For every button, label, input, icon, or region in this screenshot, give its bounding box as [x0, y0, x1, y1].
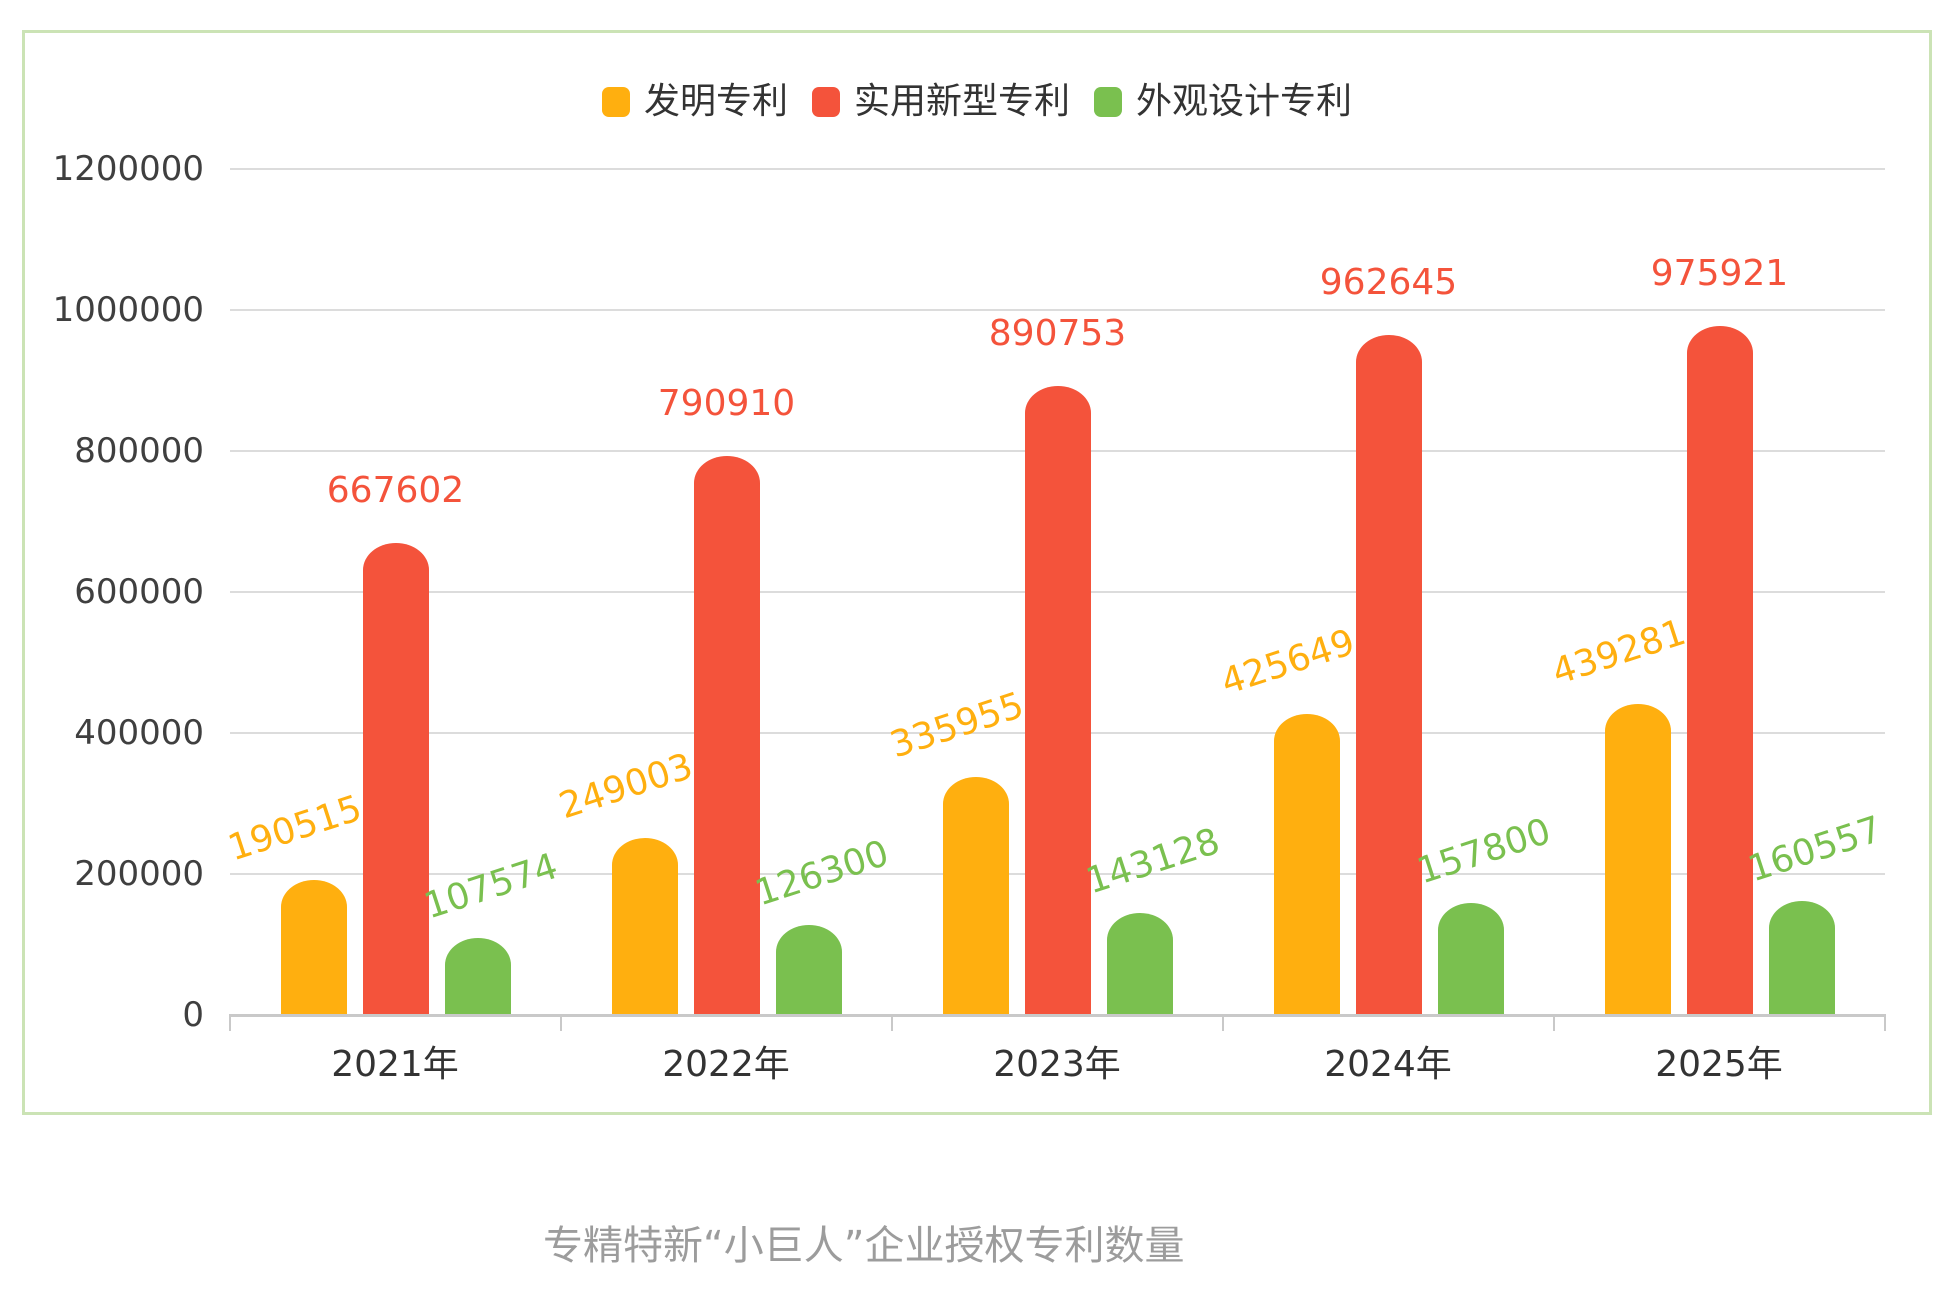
x-axis-label-2024年: 2024年 — [1324, 1044, 1452, 1085]
legend-item-series-2[interactable]: 外观设计专利 — [1094, 80, 1352, 124]
legend-swatch-icon — [1094, 87, 1122, 117]
x-axis-tick — [229, 1014, 231, 1031]
bar-2025年-series-2[interactable] — [1768, 900, 1835, 1014]
bar-2022年-series-1[interactable] — [693, 456, 760, 1014]
bar-2025年-series-0[interactable] — [1604, 704, 1671, 1014]
bar-value-label: 667602 — [326, 470, 465, 512]
bar-2025年-series-1[interactable] — [1686, 325, 1753, 1014]
bar-2022年-series-0[interactable] — [611, 838, 678, 1014]
x-axis-tick — [891, 1014, 893, 1031]
bar-value-label: 790910 — [657, 383, 796, 425]
gridline-1000000 — [230, 309, 1885, 311]
gridline-1200000 — [230, 168, 1885, 170]
bar-2023年-series-1[interactable] — [1024, 386, 1091, 1014]
bar-2024年-series-2[interactable] — [1437, 902, 1504, 1014]
bar-value-label: 962645 — [1319, 262, 1458, 304]
y-axis-label-400000: 400000 — [74, 713, 204, 753]
bar-value-label: 890753 — [988, 313, 1127, 355]
legend-label: 实用新型专利 — [853, 81, 1070, 122]
bar-2021年-series-2[interactable] — [444, 938, 511, 1014]
legend: 发明专利 实用新型专利 外观设计专利 — [0, 80, 1954, 124]
legend-swatch-icon — [601, 87, 630, 117]
legend-label: 发明专利 — [643, 81, 788, 122]
y-axis-label-0: 0 — [182, 995, 204, 1035]
x-axis-tick — [560, 1014, 562, 1031]
x-axis-label-2022年: 2022年 — [662, 1044, 790, 1085]
y-axis-label-800000: 800000 — [74, 431, 204, 471]
legend-item-series-0[interactable]: 发明专利 — [601, 80, 788, 124]
legend-swatch-icon — [811, 87, 840, 117]
bar-2022年-series-2[interactable] — [775, 924, 842, 1014]
bar-2024年-series-1[interactable] — [1355, 335, 1422, 1014]
y-axis-label-600000: 600000 — [74, 572, 204, 612]
x-axis-tick — [1884, 1014, 1886, 1031]
bar-2023年-series-0[interactable] — [942, 777, 1009, 1014]
legend-label: 外观设计专利 — [1136, 81, 1353, 122]
legend-item-series-1[interactable]: 实用新型专利 — [811, 80, 1070, 124]
y-axis-label-1000000: 1000000 — [52, 290, 204, 330]
x-axis-tick — [1553, 1014, 1555, 1031]
bar-value-label: 975921 — [1650, 252, 1789, 294]
x-axis-label-2023年: 2023年 — [993, 1044, 1121, 1085]
x-axis-label-2025年: 2025年 — [1655, 1044, 1783, 1085]
bar-2024年-series-0[interactable] — [1273, 713, 1340, 1014]
chart-title: 专精特新“小巨人”企业授权专利数量 — [543, 1223, 1185, 1269]
bar-2021年-series-0[interactable] — [280, 879, 347, 1014]
y-axis-label-1200000: 1200000 — [52, 149, 204, 189]
bar-2023年-series-2[interactable] — [1106, 913, 1173, 1014]
bar-2021年-series-1[interactable] — [362, 543, 429, 1014]
x-axis-line — [230, 1014, 1885, 1017]
x-axis-label-2021年: 2021年 — [331, 1044, 459, 1085]
y-axis-label-200000: 200000 — [74, 854, 204, 894]
x-axis-tick — [1222, 1014, 1224, 1031]
